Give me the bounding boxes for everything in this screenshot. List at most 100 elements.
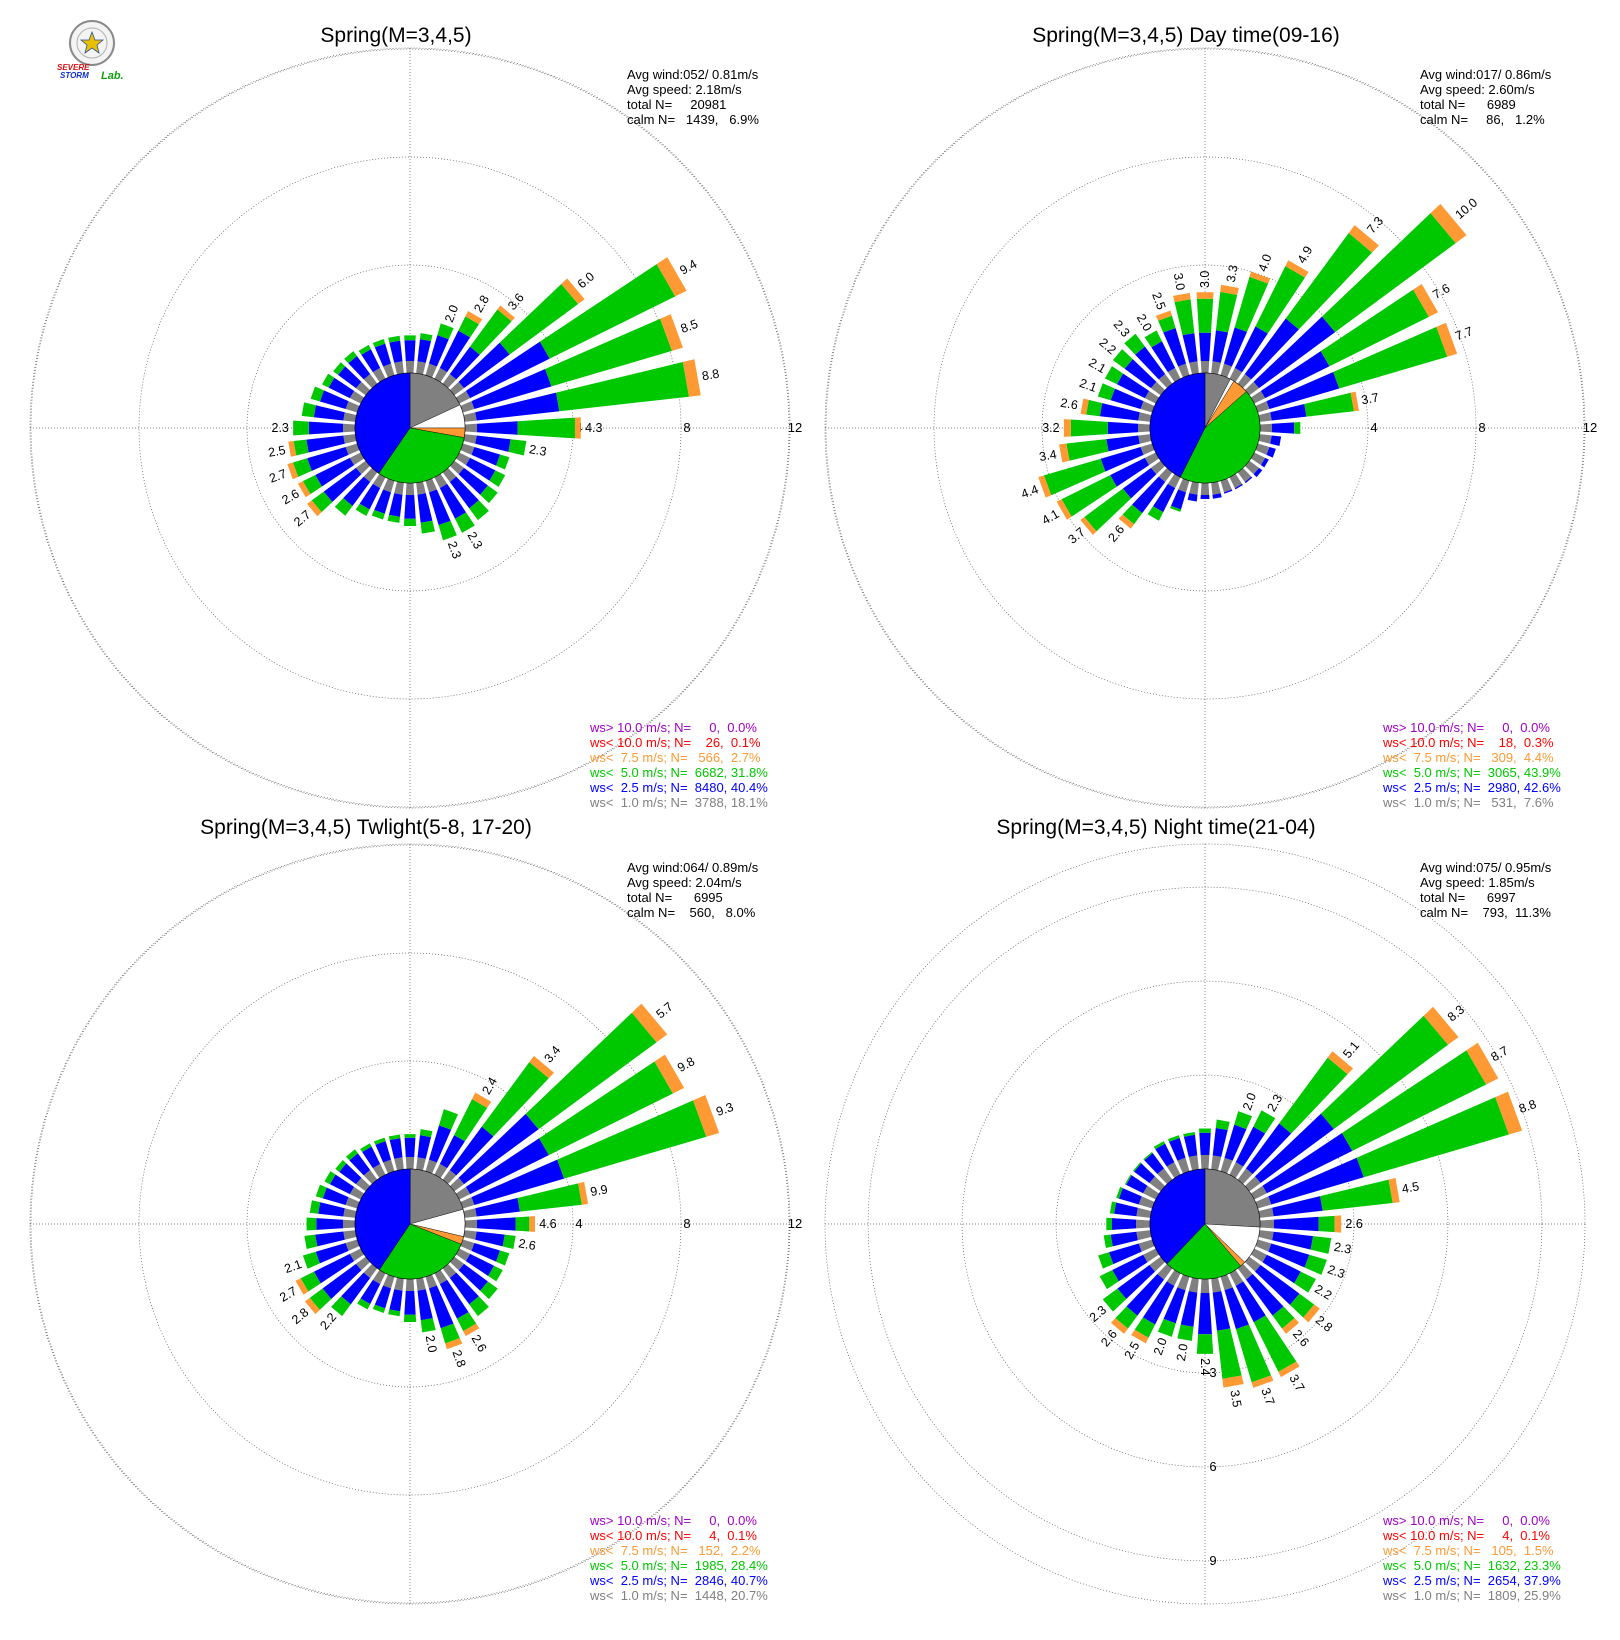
bar-segment-lt5 (1234, 1111, 1253, 1130)
bar-segment-lt2-5 (329, 1174, 355, 1195)
bar-segment-lt2-5 (322, 1187, 349, 1206)
bar-segment-lt2-5 (388, 493, 403, 517)
bar-segment-lt2-5 (1272, 1231, 1314, 1250)
bar-segment-lt1 (449, 460, 465, 475)
bar-segment-lt2-5 (359, 483, 381, 510)
bar-segment-lt1 (1250, 1185, 1267, 1200)
bar-value-label-80: 3.7 (1360, 390, 1380, 407)
bar-segment-lt7-5 (1303, 1304, 1320, 1323)
bar-segment-lt1 (1258, 434, 1272, 444)
bar-segment-lt7-5 (1059, 443, 1070, 463)
wind-bar-0 (404, 1134, 416, 1170)
bar-segment-lt7-5 (1466, 1042, 1499, 1085)
bar-segment-lt2-5 (404, 495, 416, 519)
bar-segment-lt1 (1166, 1162, 1181, 1179)
bar-segment-lt2-5 (477, 1217, 516, 1231)
wind-bar-40 (1237, 1051, 1354, 1185)
bar-segment-lt5 (333, 362, 346, 375)
bar-segment-lt1 (1178, 363, 1190, 378)
wind-bar-270 (1106, 1217, 1151, 1231)
legend-lt10: ws< 10.0 m/s; N= 18, 0.3% (1382, 735, 1554, 750)
wind-bar-90 (464, 417, 581, 439)
wind-bar-150 (434, 473, 475, 533)
wind-bar-50 (449, 278, 585, 396)
ring-12 (30, 844, 790, 1604)
wind-bar-230 (1080, 460, 1166, 535)
stat-avg-speed: Avg speed: 2.04m/s (627, 875, 742, 890)
wind-bar-120 (455, 452, 506, 487)
bar-segment-lt2-5 (1151, 341, 1176, 373)
bar-segment-lt7-5 (307, 500, 322, 517)
bar-segment-lt1 (425, 1274, 437, 1289)
windrose-panel-spring-daytime: Spring(M=3,4,5) Day time(09-16) 4 8 12 3.0 3… (824, 24, 1597, 810)
bar-segment-lt1 (1150, 381, 1166, 396)
bar-segment-lt1 (463, 412, 477, 422)
bar-segment-lt2-5 (404, 1291, 416, 1315)
wind-bar-310 (333, 362, 371, 396)
bar-segment-lt5 (420, 520, 435, 534)
bar-segment-lt2-5 (1153, 483, 1176, 513)
bar-segment-lt1 (394, 481, 404, 495)
wind-bar-10 (1211, 284, 1239, 375)
bar-value-label-350: 3.0 (1171, 272, 1188, 292)
ring-label-9: 9 (1209, 1553, 1216, 1568)
bar-segment-lt5 (358, 344, 371, 355)
bar-segment-lt1 (345, 401, 360, 413)
wind-bar-180 (403, 1278, 417, 1323)
wind-bar-330 (1153, 1141, 1181, 1179)
wind-bar-260 (304, 1230, 357, 1249)
bar-segment-lt5 (517, 417, 575, 439)
bar-segment-lt7-5 (1495, 1091, 1523, 1135)
legend-lt10: ws< 10.0 m/s; N= 26, 0.1% (589, 735, 761, 750)
wind-bar-160 (425, 1274, 463, 1350)
wind-bar-280 (309, 1200, 357, 1218)
bar-value-label-250: 4.4 (1019, 482, 1040, 501)
bar-segment-lt5 (480, 1281, 498, 1300)
wind-bar-90 (1259, 422, 1301, 434)
bar-segment-lt2-5 (1135, 346, 1166, 380)
wind-bar-300 (1104, 366, 1160, 404)
wind-bar-220 (331, 1263, 378, 1317)
wind-bar-350 (1173, 292, 1199, 375)
bar-segment-lt7-5 (654, 1054, 685, 1094)
wind-bar-270 (1063, 419, 1151, 437)
panel-title: Spring(M=3,4,5) Twlight(5-8, 17-20) (200, 816, 532, 839)
bar-segment-lt2-5 (374, 1285, 392, 1309)
wind-bar-50 (1244, 203, 1467, 396)
wind-bar-310 (1133, 1162, 1166, 1192)
wind-bar-170 (416, 481, 435, 534)
bar-segment-lt7-5 (529, 1216, 535, 1232)
bar-segment-lt2-5 (465, 457, 496, 481)
bar-segment-lt2-5 (1266, 446, 1276, 458)
bar-segment-lt1 (343, 1230, 357, 1240)
bar-segment-lt1 (1255, 1239, 1272, 1252)
calm-pie-slice-lt1 (409, 372, 461, 429)
wind-bar-130 (1244, 1256, 1320, 1323)
legend-lt5: ws< 5.0 m/s; N= 6682, 31.8% (589, 765, 768, 780)
bar-segment-lt2-5 (417, 1289, 433, 1321)
bar-segment-lt2-5 (349, 1153, 371, 1176)
bar-segment-lt1 (363, 1169, 378, 1185)
bar-segment-lt1 (342, 423, 356, 433)
bar-segment-lt1 (1237, 373, 1252, 389)
bar-segment-lt1 (1136, 1230, 1152, 1241)
bar-segment-lt5 (458, 316, 479, 338)
wind-bar-130 (1244, 460, 1263, 478)
bar-segment-lt5 (1177, 1324, 1194, 1341)
bar-segment-lt7-5 (1110, 1318, 1128, 1334)
wind-bar-300 (1124, 1174, 1160, 1200)
bar-segment-lt5 (1304, 1254, 1327, 1275)
bar-segment-lt7-5 (1080, 398, 1089, 415)
bar-segment-lt1 (1229, 473, 1243, 489)
wind-bar-340 (1155, 310, 1190, 378)
bar-segment-lt1 (1177, 1157, 1190, 1174)
bar-segment-lt1 (416, 361, 426, 375)
bar-value-label-40: 5.1 (1340, 1039, 1362, 1061)
wind-bar-250 (287, 443, 360, 480)
bar-segment-lt5 (1070, 419, 1108, 437)
bar-segment-lt5 (388, 1309, 401, 1317)
bar-segment-lt2-5 (1112, 1254, 1148, 1282)
calm-pie-slice-lt1 (1204, 1168, 1261, 1228)
bar-segment-lt7-5 (288, 441, 297, 457)
bar-segment-lt5 (1234, 276, 1269, 332)
